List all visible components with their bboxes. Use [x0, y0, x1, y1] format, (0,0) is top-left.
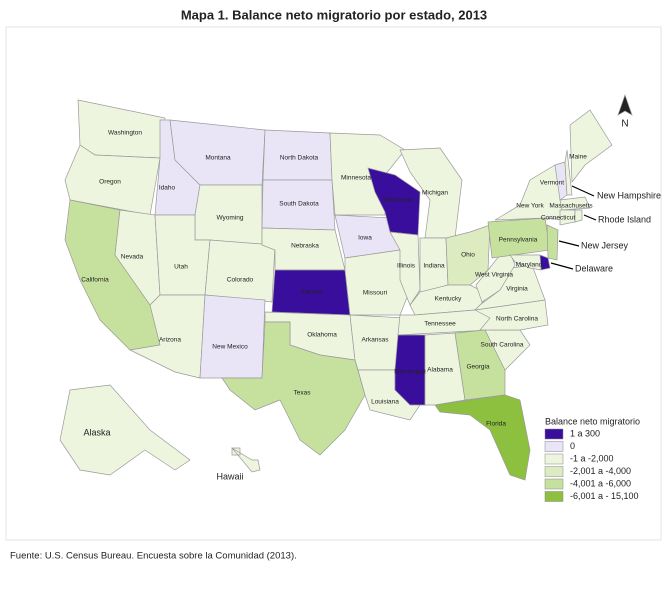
state-shape [204, 239, 276, 303]
legend-swatch [544, 428, 564, 440]
state-shape [509, 254, 542, 271]
state-shape [454, 329, 506, 401]
state-label: Texas [294, 390, 312, 397]
state-label: Alaska [83, 427, 110, 437]
state-label: New Mexico [212, 344, 248, 351]
state-label: New Hampshire [597, 190, 661, 200]
state-label: Connecticut [541, 215, 576, 222]
state-label: Ohio [461, 252, 475, 259]
state-label: Oklahoma [307, 332, 337, 339]
state-label: Delaware [575, 263, 613, 273]
state-label: South Dakota [279, 201, 319, 208]
legend-swatch [544, 491, 564, 502]
state-label: Minnesota [341, 175, 371, 182]
legend-label: -2,001 a -4,000 [570, 466, 631, 476]
state-label: Arkansas [361, 337, 389, 344]
state-label: Louisiana [371, 399, 399, 406]
state-label: New Jersey [581, 240, 629, 250]
state-label: Idaho [159, 185, 176, 192]
state-label: Wyoming [216, 215, 243, 222]
state-shape [569, 109, 613, 183]
north-arrow: N [617, 93, 633, 130]
state-label: Colorado [227, 277, 254, 284]
legend-label: -1 a -2,000 [570, 453, 614, 463]
legend-swatch [544, 466, 564, 477]
legend-label: 0 [570, 441, 575, 451]
state-shape [434, 394, 531, 481]
state-label: Hawaii [216, 471, 243, 481]
legend-label: -4,001 a -6,000 [570, 478, 631, 488]
state-label: New York [516, 203, 544, 210]
state-label: Wisconsin [383, 197, 413, 204]
state-label: Mississippi [394, 369, 425, 376]
legend-label: 1 a 300 [570, 428, 600, 438]
state-label: Montana [205, 155, 231, 162]
state-shape [564, 149, 573, 196]
state-shape [574, 209, 583, 223]
state-label: Kentucky [435, 296, 462, 303]
state-shape [231, 447, 261, 473]
state-label: Maine [569, 154, 587, 161]
state-label: Vermont [540, 180, 564, 187]
title: Mapa 1. Balance neto migratorio por esta… [181, 7, 487, 22]
legend-swatch [544, 478, 564, 490]
state-label: Michigan [422, 190, 448, 197]
state-label: Kansas [301, 289, 323, 296]
state-label: Iowa [358, 235, 372, 242]
state-label: Illinois [397, 263, 416, 270]
state-label: Indiana [423, 263, 445, 270]
state-label: Florida [486, 421, 506, 428]
north-label: N [621, 119, 628, 130]
state-label: Nevada [121, 254, 144, 261]
state-label: Maryland [516, 262, 543, 269]
state-label: Arizona [159, 337, 181, 344]
state-labels: Washington Oregon California Nevada Idah… [81, 130, 661, 482]
state-label: North Carolina [496, 316, 538, 323]
state-label: Virginia [506, 286, 528, 293]
state-label: Oregon [99, 179, 121, 186]
state-label: Alabama [427, 367, 453, 374]
state-label: West Virginia [475, 272, 513, 279]
legend-swatch [544, 453, 564, 465]
state-shape [559, 196, 591, 211]
legend-swatch [544, 441, 564, 452]
legend-label: -6,001 a - 15,100 [570, 491, 639, 501]
state-label: South Carolina [481, 342, 524, 349]
state-label: Tennessee [424, 321, 456, 328]
legend: Balance neto migratorio 1 a 300 0 -1 a -2,… [544, 416, 640, 502]
state-label: Utah [174, 264, 188, 271]
state-label: Missouri [363, 290, 387, 297]
state-label: Nebraska [291, 243, 319, 250]
state-label: Pennsylvania [499, 237, 538, 244]
state-shape [199, 294, 266, 379]
state-shape [59, 384, 191, 476]
state-label: Massachusetts [549, 203, 593, 210]
legend-title: Balance neto migratorio [545, 416, 640, 426]
callouts [550, 185, 597, 270]
state-label: Rhode Island [598, 214, 651, 224]
state-label: Georgia [466, 364, 490, 371]
state-label: California [81, 277, 109, 284]
states [59, 99, 613, 481]
state-label: Washington [108, 130, 142, 137]
source-note: Fuente: U.S. Census Bureau. Encuesta sob… [10, 551, 297, 562]
state-shape [424, 332, 466, 406]
state-shape [546, 224, 559, 261]
state-label: North Dakota [280, 155, 319, 162]
